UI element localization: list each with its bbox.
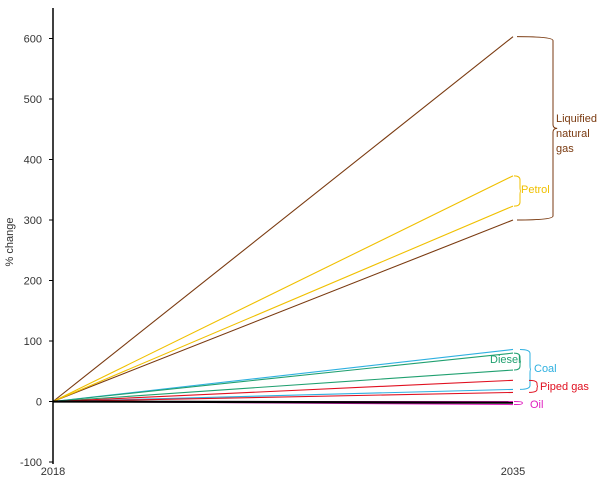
- y-tick-label: 200: [24, 276, 42, 288]
- x-axis-ticks: 2018 2035: [41, 466, 525, 478]
- bracket-oil: [513, 401, 523, 406]
- label-petrol: Petrol: [521, 184, 550, 196]
- y-tick-label: 600: [24, 34, 42, 46]
- series-line-lng-high: [52, 36, 514, 402]
- label-oil: Oil: [530, 399, 543, 411]
- series-line-coal-high: [52, 348, 514, 403]
- bracket-lng: [516, 36, 558, 221]
- x-tick-label: 2018: [41, 466, 65, 478]
- x-tick-label: 2035: [501, 466, 525, 478]
- label-diesel: Diesel: [490, 354, 521, 366]
- series-line-petrol-low: [52, 205, 514, 403]
- y-tick-label: 500: [24, 94, 42, 106]
- bracket-piped-gas: [528, 379, 539, 393]
- y-tick-label: 100: [24, 336, 42, 348]
- series-line-piped-gas-low: [52, 391, 514, 403]
- y-tick-label: 400: [24, 155, 42, 167]
- series-line-diesel-low: [52, 369, 514, 403]
- series-line-baseline: [52, 400, 514, 404]
- y-tick-label: -100: [20, 457, 42, 469]
- series-line-diesel-high: [52, 352, 514, 403]
- y-axis-label: % change: [4, 218, 16, 267]
- bracket-diesel: [513, 352, 522, 371]
- label-piped-gas: Piped gas: [540, 381, 589, 393]
- y-tick-label: 0: [36, 397, 42, 409]
- label-lng: gas: [556, 143, 574, 155]
- y-axis-ticks: -100 0 100 200 300 400 500 600: [20, 34, 53, 469]
- series-lines: [52, 36, 514, 406]
- series-line-lng-low: [52, 219, 514, 403]
- label-coal: Coal: [534, 363, 557, 375]
- series-annotations: Liquified natural gas Petrol Diesel Coal Piped…: [490, 36, 597, 411]
- label-lng: natural: [556, 128, 590, 140]
- y-tick-label: 300: [24, 215, 42, 227]
- bracket-petrol: [513, 175, 522, 207]
- bracket-coal: [519, 348, 532, 390]
- series-line-petrol-high: [52, 175, 514, 402]
- series-line-piped-gas-high: [52, 379, 514, 403]
- label-lng: Liquified: [556, 113, 597, 125]
